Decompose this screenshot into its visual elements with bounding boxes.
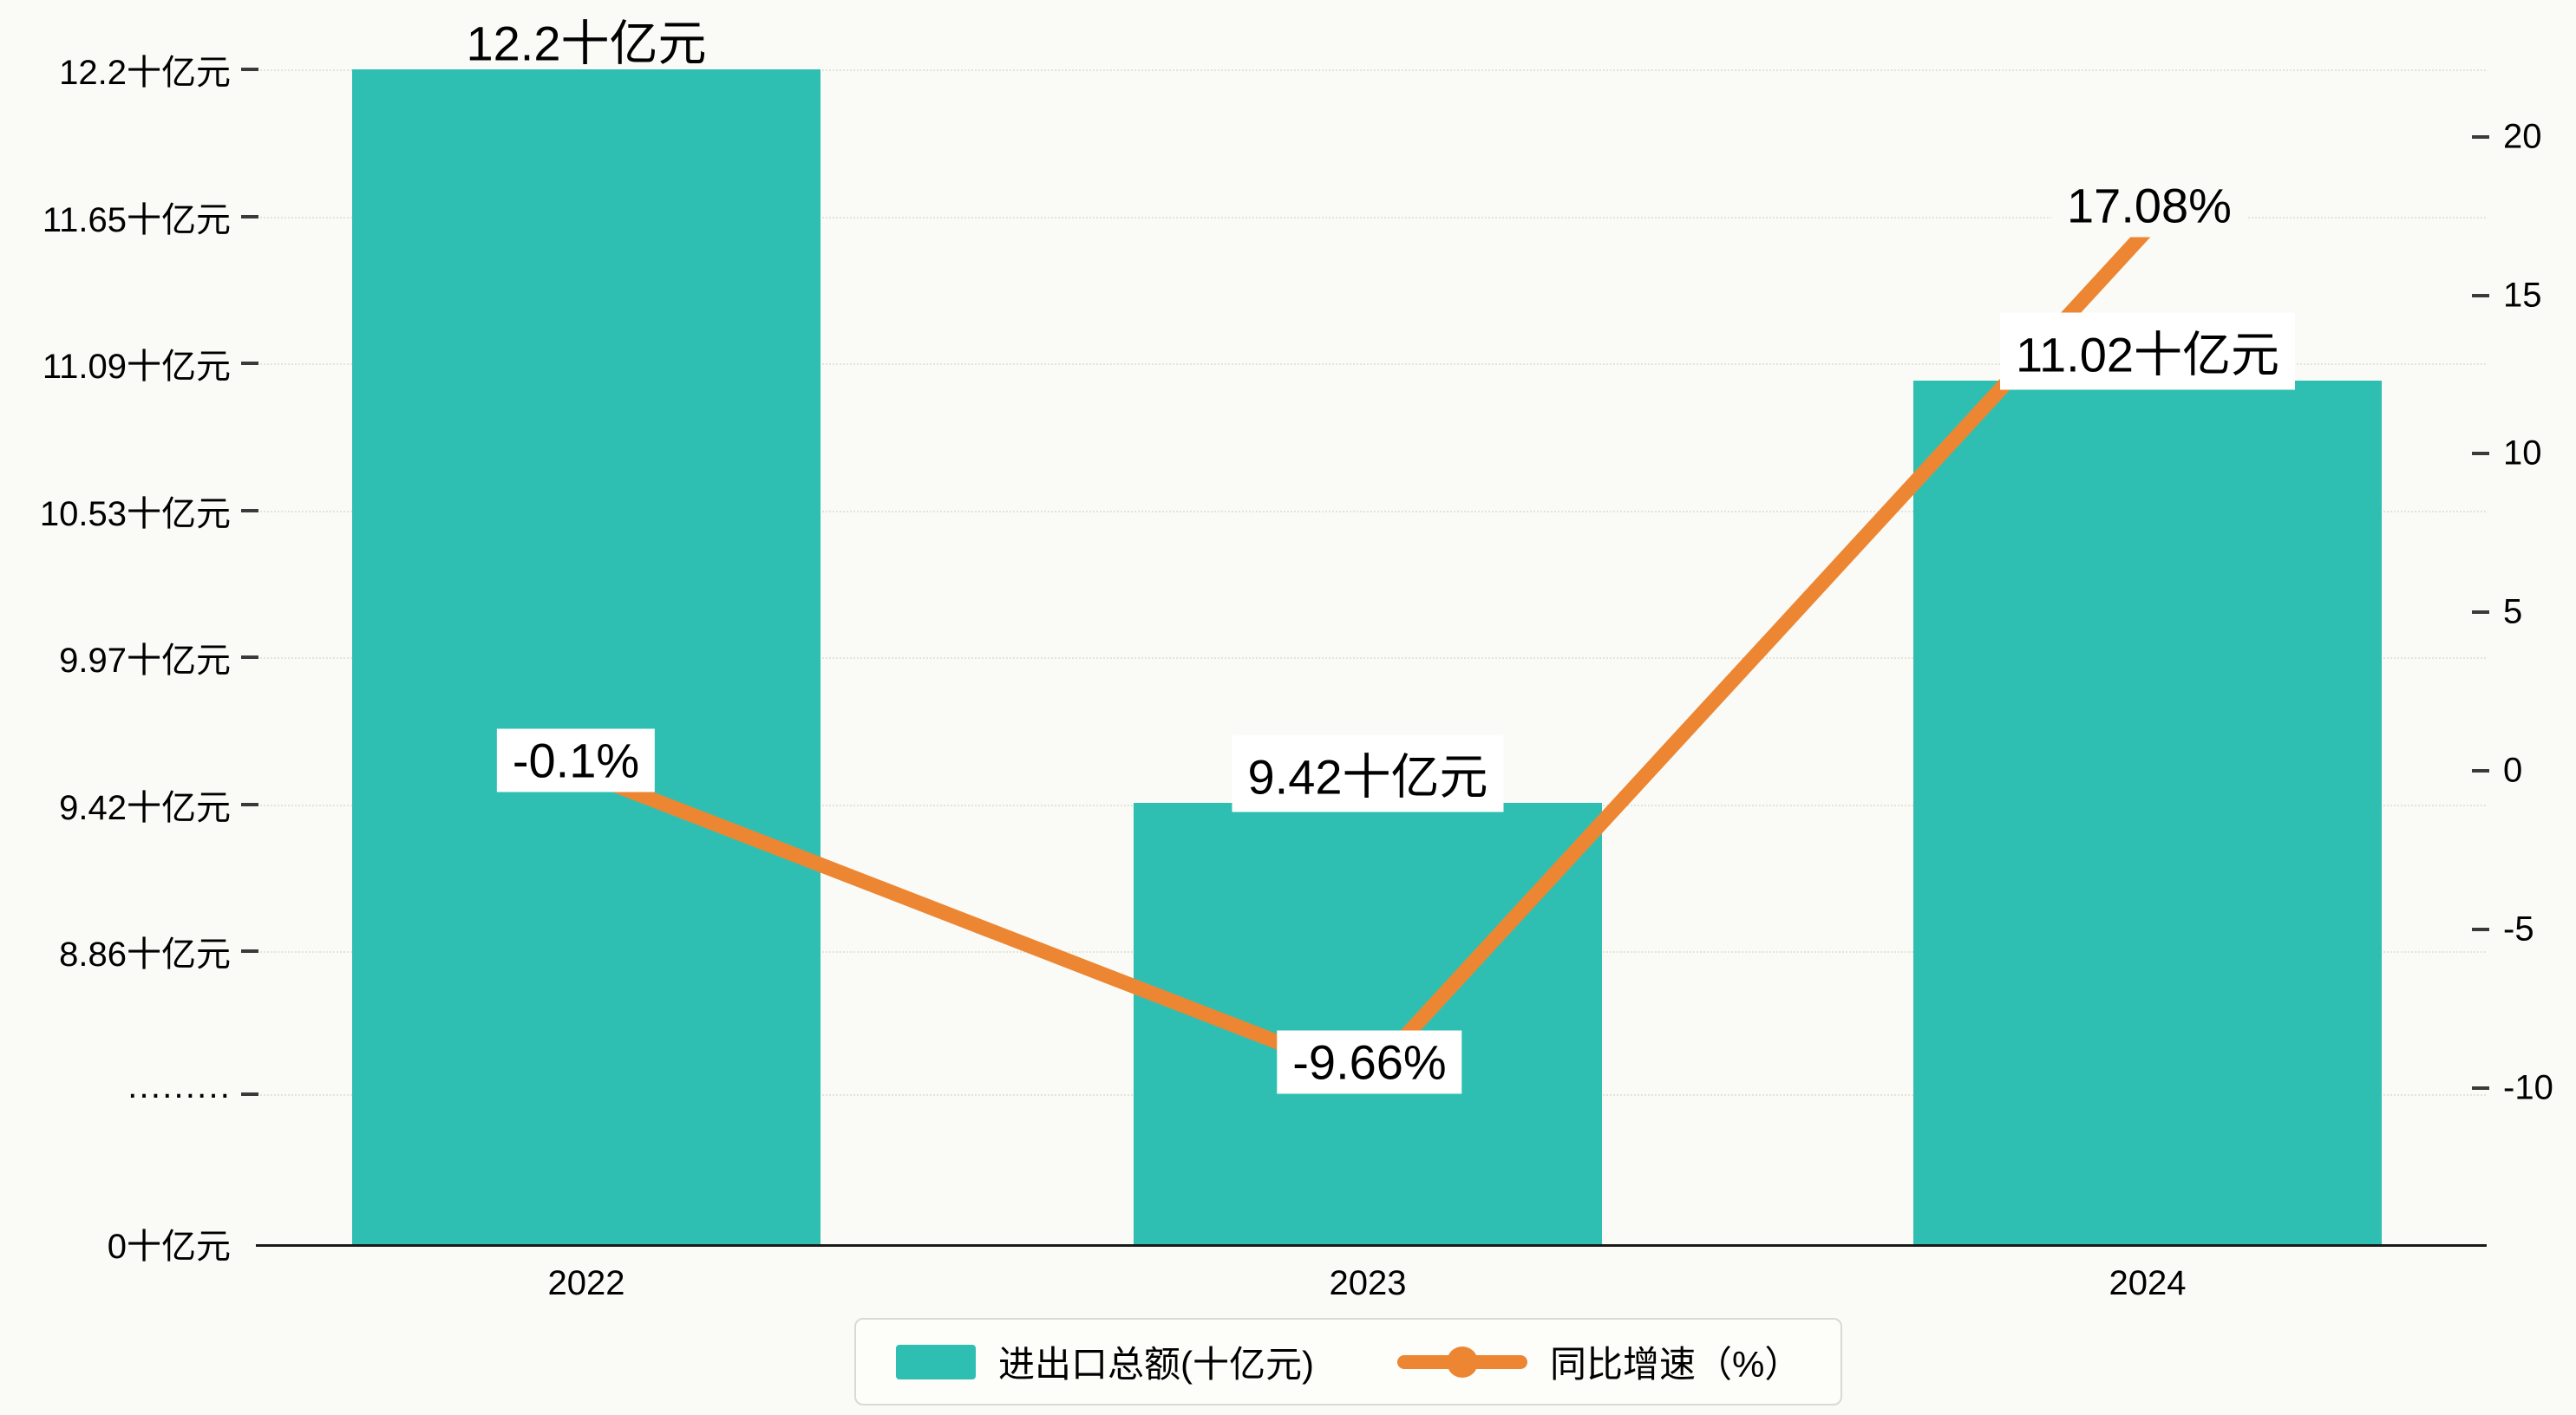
right-axis-tick-label: 0	[2503, 751, 2523, 790]
x-axis-line	[256, 1244, 2487, 1247]
left-axis-tick	[241, 509, 258, 512]
left-axis-tick	[241, 803, 258, 806]
right-axis-tick	[2472, 134, 2489, 139]
bar-value-label: 9.42十亿元	[1232, 734, 1504, 812]
right-axis-tick-label: -10	[2503, 1068, 2553, 1107]
right-axis-tick-label: 5	[2503, 592, 2523, 631]
right-axis-tick	[2472, 927, 2489, 931]
left-axis-tick-label: 11.09十亿元	[42, 348, 231, 386]
line-series-swatch	[1396, 1346, 1527, 1378]
legend-label-bar: 进出口总额(十亿元)	[998, 1344, 1314, 1385]
right-axis-tick-label: 20	[2503, 117, 2542, 156]
left-axis-tick	[241, 215, 258, 218]
left-axis-tick-label: 8.86十亿元	[59, 936, 231, 974]
x-axis-label-2024: 2024	[2109, 1264, 2187, 1302]
bar-value-label: 12.2十亿元	[466, 16, 707, 71]
left-axis-tick	[241, 949, 258, 953]
left-axis-tick-label: 12.2十亿元	[59, 54, 231, 92]
legend-label-line: 同比增速（%）	[1549, 1344, 1801, 1385]
bar-value-label: 11.02十亿元	[2000, 312, 2295, 390]
right-axis-tick	[2472, 1086, 2489, 1090]
x-axis-label-2023: 2023	[1329, 1264, 1407, 1302]
growth-value-label: -9.66%	[1277, 1030, 1462, 1094]
left-axis-tick-label: 11.65十亿元	[42, 201, 231, 239]
left-axis-tick-label: 9.42十亿元	[59, 789, 231, 827]
bar-series-swatch	[896, 1344, 976, 1379]
right-axis-tick-label: -5	[2503, 910, 2534, 949]
right-axis-tick	[2472, 610, 2489, 615]
bar-2022	[352, 69, 821, 1246]
legend-item-line[interactable]: 同比增速（%）	[1396, 1335, 1801, 1388]
left-axis-tick	[241, 68, 258, 71]
right-axis-tick	[2472, 769, 2489, 773]
right-axis-tick-label: 10	[2503, 434, 2542, 473]
right-axis-tick-label: 15	[2503, 276, 2542, 315]
h-gridline	[256, 217, 2486, 218]
growth-value-label: -0.1%	[496, 728, 656, 792]
legend-item-bar[interactable]: 进出口总额(十亿元)	[896, 1335, 1314, 1388]
x-axis-label-2022: 2022	[547, 1264, 625, 1302]
bar-2023	[1134, 803, 1602, 1246]
left-axis-tick-label: 9.97十亿元	[59, 642, 231, 680]
left-axis-tick-label: 10.53十亿元	[39, 495, 231, 533]
legend: 进出口总额(十亿元) 同比增速（%）	[854, 1318, 1843, 1405]
left-axis-tick-label: 0十亿元	[107, 1228, 231, 1266]
left-axis-tick-label: ·········	[127, 1074, 231, 1113]
left-axis-tick	[241, 655, 258, 659]
bar-2024	[1913, 381, 2382, 1246]
h-gridline	[256, 69, 2486, 71]
left-axis-tick	[241, 362, 258, 365]
left-axis-tick	[241, 1092, 258, 1096]
line-series-dot	[1446, 1346, 1478, 1378]
right-axis-tick	[2472, 293, 2489, 297]
growth-value-label: 17.08%	[2051, 173, 2247, 238]
right-axis-tick	[2472, 452, 2489, 456]
